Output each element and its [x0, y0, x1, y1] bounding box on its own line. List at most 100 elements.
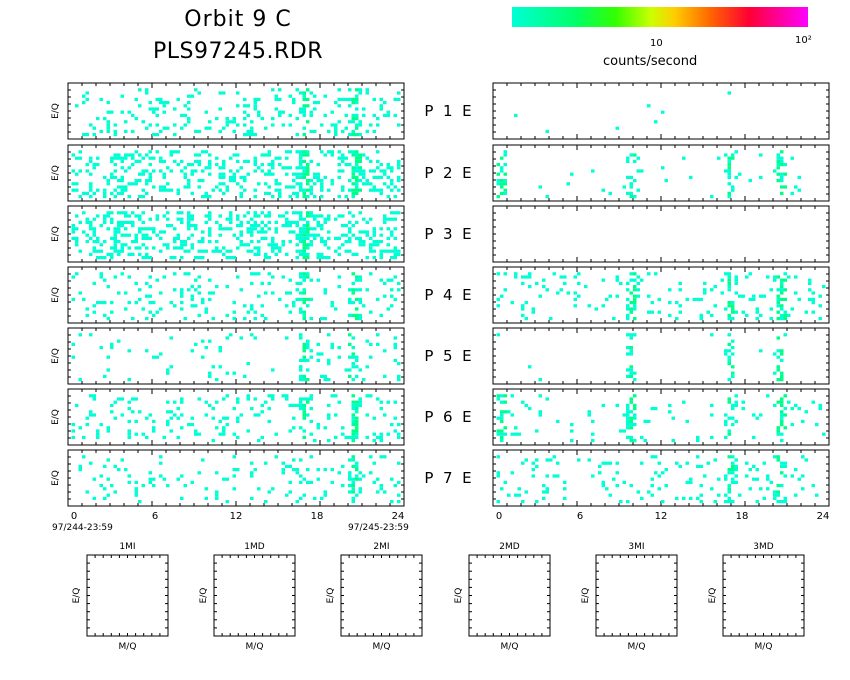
- count-cell: [355, 185, 359, 189]
- count-cell: [239, 175, 243, 179]
- count-cell: [145, 246, 149, 250]
- count-cell: [542, 496, 546, 500]
- count-cell: [162, 275, 166, 279]
- count-cell: [334, 126, 338, 130]
- count-cell: [383, 217, 387, 221]
- count-cell: [696, 455, 700, 459]
- count-cell: [243, 214, 247, 218]
- count-cell: [337, 400, 341, 404]
- count-cell: [351, 133, 355, 137]
- count-cell: [78, 291, 82, 295]
- count-cell: [288, 429, 292, 433]
- count-cell: [379, 252, 383, 256]
- count-cell: [358, 313, 362, 317]
- count-cell: [204, 413, 208, 417]
- count-cell: [521, 461, 525, 465]
- count-cell: [804, 410, 808, 414]
- count-cell: [267, 272, 271, 276]
- x-tick-label-right-12: 12: [655, 511, 668, 522]
- count-cell: [780, 484, 784, 488]
- count-cell: [386, 227, 390, 231]
- count-cell: [355, 358, 359, 362]
- count-cell: [96, 188, 100, 192]
- count-cell: [717, 156, 721, 160]
- count-cell: [138, 227, 142, 231]
- count-cell: [535, 281, 539, 285]
- count-cell: [818, 317, 822, 321]
- count-cell: [166, 246, 170, 250]
- count-cell: [134, 150, 138, 154]
- count-cell: [776, 355, 780, 359]
- count-cell: [257, 249, 261, 253]
- count-cell: [190, 163, 194, 167]
- count-cell: [103, 214, 107, 218]
- count-cell: [302, 195, 306, 199]
- count-cell: [668, 403, 672, 407]
- mass-panel-xlabel: M/Q: [246, 642, 264, 652]
- count-cell: [292, 304, 296, 308]
- count-cell: [92, 166, 96, 170]
- count-cell: [117, 252, 121, 256]
- count-cell: [811, 291, 815, 295]
- count-cell: [285, 464, 289, 468]
- count-cell: [194, 88, 198, 92]
- count-cell: [127, 110, 131, 114]
- count-cell: [362, 304, 366, 308]
- count-cell: [92, 477, 96, 481]
- count-cell: [542, 278, 546, 282]
- count-cell: [626, 426, 630, 430]
- count-cell: [780, 156, 784, 160]
- count-cell: [299, 107, 303, 111]
- count-cell: [103, 240, 107, 244]
- count-cell: [780, 374, 784, 378]
- count-cell: [110, 256, 114, 260]
- count-cell: [351, 413, 355, 417]
- count-cell: [566, 182, 570, 186]
- count-cell: [738, 172, 742, 176]
- count-cell: [393, 252, 397, 256]
- count-cell: [612, 477, 616, 481]
- count-cell: [393, 400, 397, 404]
- count-cell: [818, 407, 822, 411]
- count-cell: [344, 163, 348, 167]
- count-cell: [355, 297, 359, 301]
- count-cell: [633, 407, 637, 411]
- count-cell: [727, 91, 731, 95]
- count-cell: [222, 126, 226, 130]
- count-cell: [246, 362, 250, 366]
- count-cell: [295, 88, 299, 92]
- count-cell: [323, 426, 327, 430]
- count-cell: [358, 153, 362, 157]
- count-cell: [162, 188, 166, 192]
- count-cell: [96, 240, 100, 244]
- count-cell: [285, 336, 289, 340]
- count-cell: [309, 297, 313, 301]
- count-cell: [351, 365, 355, 369]
- count-cell: [797, 407, 801, 411]
- count-cell: [517, 432, 521, 436]
- count-cell: [358, 490, 362, 494]
- count-cell: [334, 435, 338, 439]
- count-cell: [351, 272, 355, 276]
- count-cell: [306, 368, 310, 372]
- count-cell: [397, 378, 401, 382]
- count-cell: [222, 175, 226, 179]
- count-cell: [113, 236, 117, 240]
- count-cell: [780, 400, 784, 404]
- count-cell: [187, 185, 191, 189]
- count-cell: [99, 272, 103, 276]
- count-cell: [724, 477, 728, 481]
- count-cell: [383, 220, 387, 224]
- count-cell: [320, 227, 324, 231]
- count-cell: [211, 407, 215, 411]
- count-cell: [232, 179, 236, 183]
- count-cell: [96, 256, 100, 260]
- count-cell: [731, 374, 735, 378]
- count-cell: [148, 477, 152, 481]
- count-cell: [267, 419, 271, 423]
- count-cell: [166, 182, 170, 186]
- count-cell: [316, 224, 320, 228]
- count-cell: [75, 227, 79, 231]
- count-cell: [127, 349, 131, 353]
- count-cell: [236, 159, 240, 163]
